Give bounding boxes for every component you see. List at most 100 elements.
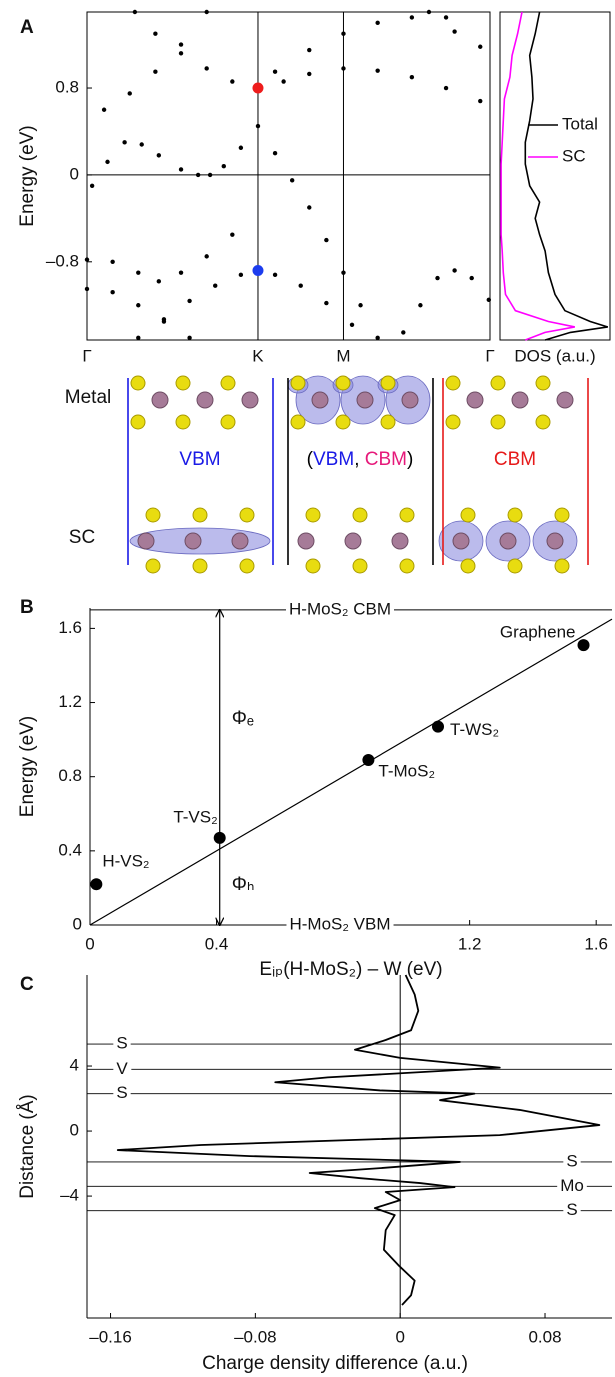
metal-atom [298,533,314,549]
sulfur-atom [461,508,475,522]
band-point [157,153,161,157]
state-label-part: VBM [313,449,354,470]
metal-atom [232,533,248,549]
band-point [307,205,311,209]
y-tick-label: 0 [70,1121,79,1140]
sulfur-atom [336,415,350,429]
dos-curve [525,12,608,340]
sulfur-atom [353,508,367,522]
x-axis-label: Charge density difference (a.u.) [202,1353,468,1374]
x-tick-label: –0.16 [89,1327,132,1346]
band-point [222,164,226,168]
x-tick-label: –0.08 [234,1327,277,1346]
data-point [578,639,590,651]
sulfur-atom [131,376,145,390]
band-point [410,75,414,79]
x-tick-label: M [336,346,350,365]
sulfur-atom [400,508,414,522]
sulfur-atom [291,376,305,390]
y-tick-label: 0.8 [58,766,82,785]
band-point [179,167,183,171]
sulfur-atom [221,376,235,390]
y-axis-label: Distance (Å) [17,1094,38,1199]
sulfur-atom [176,376,190,390]
band-edge-point [252,265,263,276]
layer-label: S [566,1200,577,1219]
sulfur-atom [221,415,235,429]
structure-image [439,376,577,573]
data-point [432,721,444,733]
y-tick-label: 0.4 [58,840,82,859]
y-tick-label: 1.2 [58,692,82,711]
metal-atom [557,392,573,408]
metal-atom [512,392,528,408]
band-point [375,21,379,25]
x-tick-label: 0.08 [528,1327,561,1346]
band-point [213,283,217,287]
sulfur-atom [446,415,460,429]
band-point [230,79,234,83]
annotation: Φₑ [232,708,254,729]
band-point [136,336,140,340]
band-point [239,146,243,150]
band-point [427,10,431,14]
metal-atom [392,533,408,549]
x-tick-label: 1.6 [584,934,608,953]
data-point [90,878,102,890]
band-point [179,51,183,55]
annotation: Φₕ [232,874,255,895]
x-axis-label: Eᵢₚ(H-MoS₂) – W (eV) [259,959,442,980]
legend-label: SC [562,146,586,165]
y-tick-label: –0.8 [46,251,79,270]
y-axis-label: Energy (eV) [17,716,38,817]
band-point [307,72,311,76]
metal-atom [242,392,258,408]
structure-image [130,376,270,573]
charge-density-curve [118,975,600,1305]
figure: A B C ΓKMΓ0.80–0.8Energy (eV)DOS (a.u.)T… [0,0,615,1377]
sulfur-atom [353,559,367,573]
sulfur-atom [536,376,550,390]
band-point [187,336,191,340]
x-tick-label: Γ [82,346,91,365]
sulfur-atom [336,376,350,390]
legend-label: Total [562,114,598,133]
sulfur-atom [131,415,145,429]
metal-atom [185,533,201,549]
band-point [281,79,285,83]
band-point [239,273,243,277]
metal-atom [500,533,516,549]
page: {"panels":["A","B","C"], "chart_data":[ … [0,0,615,1377]
metal-atom [197,392,213,408]
layer-label: S [116,1034,127,1053]
metal-atom [345,533,361,549]
state-label-part: , [354,449,365,470]
point-label: T-WS₂ [450,720,499,739]
band-point [157,279,161,283]
x-tick-label: K [252,346,264,365]
band-point [324,238,328,242]
level-label: H-MoS₂ VBM [289,914,390,933]
sulfur-atom [176,415,190,429]
band-point [187,299,191,303]
panel-label: A [20,17,34,38]
sulfur-atom [508,559,522,573]
state-label: CBM [494,449,536,470]
state-label-part: CBM [365,449,407,470]
sulfur-atom [381,415,395,429]
state-label-part: ) [407,449,413,470]
y-tick-label: 0 [73,914,82,933]
band-point [358,303,362,307]
band-point [273,273,277,277]
band-point [273,70,277,74]
band-point [110,290,114,294]
metal-atom [467,392,483,408]
y-tick-label: 0 [70,164,79,183]
level-label: H-MoS₂ CBM [289,599,391,618]
band-point [324,301,328,305]
x-tick-label: 0.4 [205,934,229,953]
fit-line [90,619,612,925]
x-axis-label: DOS (a.u.) [514,346,595,365]
band-point [375,68,379,72]
sulfur-atom [491,415,505,429]
